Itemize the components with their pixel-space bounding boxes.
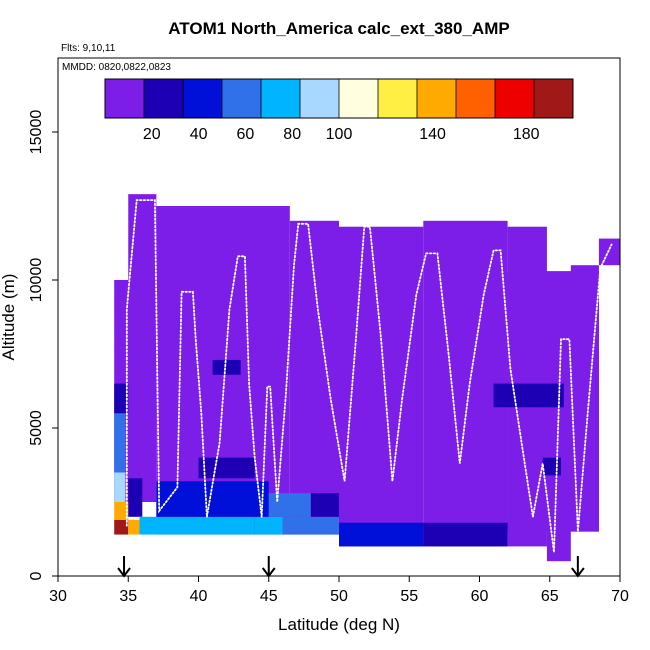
heatmap-cell [423,522,508,547]
y-tick-label: 0 [28,571,45,580]
heatmap-cell [139,516,255,535]
x-tick-label: 65 [541,588,559,605]
heatmap-cell [268,493,311,517]
flight-track-layer [125,199,613,553]
colorbar-swatch [300,79,340,118]
heatmap-background-cell [570,265,599,532]
colorbar-swatch [417,79,457,118]
heatmap-cell [542,457,561,476]
colorbar-swatch [339,79,379,118]
sounding-arrow [261,556,276,578]
heatmap-cell [212,359,241,375]
heatmap-cell [114,502,129,520]
heatmap-background-cell [598,238,620,266]
x-tick-label: 50 [330,588,348,605]
x-tick-label: 40 [190,588,208,605]
arrow-layer [117,556,585,578]
dates-note: MMDD: 0820,0822,0823 [62,62,171,73]
colorbar-swatch [534,79,574,118]
colorbar: 20 40 60 80 100 140 180 [104,78,574,143]
sounding-arrow [571,556,585,578]
sounding-arrow [117,556,131,578]
heatmap-cell [128,478,143,517]
colorbar-swatch [144,79,184,118]
flights-note: Flts: 9,10,11 [61,43,116,54]
colorbar-tick-label: 180 [513,126,540,143]
heatmap-cell [114,472,126,502]
colorbar-tick-label: 100 [326,126,353,143]
heatmap-cell [128,519,140,535]
x-tick-label: 45 [260,588,278,605]
colorbar-tick-label: 80 [283,126,301,143]
x-tick-label: 35 [119,588,137,605]
heatmap-cell [198,457,255,479]
x-tick-label: 30 [49,588,67,605]
heatmap-cell [114,413,126,473]
heatmap-background-cell [289,220,339,535]
colorbar-swatch [378,79,418,118]
x-tick-label: 60 [471,588,489,605]
heatmap-layer [114,194,620,562]
heatmap-cell [493,383,564,408]
x-tick-label: 55 [400,588,418,605]
colorbar-swatch [456,79,496,118]
colorbar-swatch [261,79,301,118]
x-tick-label: 70 [611,588,629,605]
colorbar-swatch [495,79,535,118]
y-tick-label: 5000 [28,410,45,446]
x-axis-label: Latitude (deg N) [278,615,400,634]
colorbar-tick-label: 140 [419,126,446,143]
colorbar-tick-label: 60 [237,126,255,143]
flight-track-line [125,199,613,553]
heatmap-cell [310,493,339,517]
axes: 30 35 40 45 50 55 60 65 70 0 5000 10000 15000 [28,110,629,605]
colorbar-swatch [183,79,223,118]
y-tick-label: 15000 [28,110,45,155]
heatmap-cell [339,522,424,547]
chart-title: ATOM1 North_America calc_ext_380_AMP [168,19,509,38]
y-axis-label: Altitude (m) [0,274,18,361]
colorbar-tick-label: 20 [143,126,161,143]
heatmap-cell [114,519,129,535]
heatmap-cell [282,516,339,535]
heatmap-cell [254,516,283,535]
heatmap-background-cell [339,226,424,547]
colorbar-tick-label: 40 [190,126,208,143]
heatmap-cell [114,383,129,414]
y-tick-label: 10000 [28,258,45,303]
colorbar-swatch [105,79,145,118]
colorbar-swatch [222,79,262,118]
